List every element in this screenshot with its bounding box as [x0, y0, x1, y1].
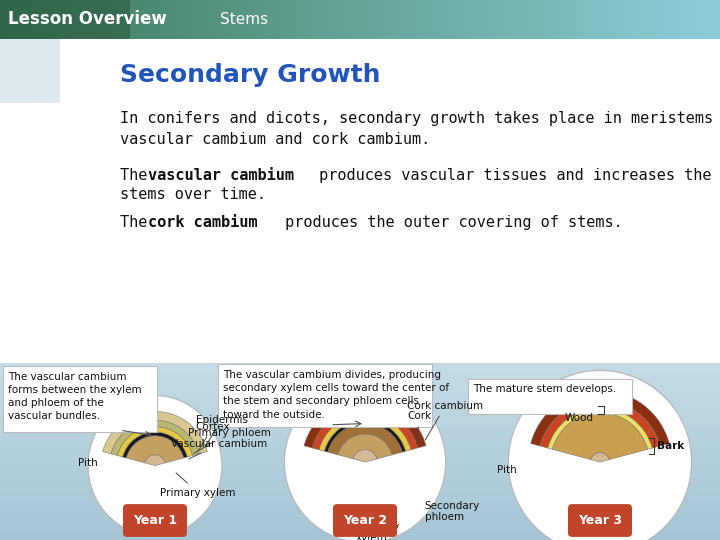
Text: produces the outer covering of stems.: produces the outer covering of stems. — [276, 215, 623, 230]
Text: Stems: Stems — [220, 12, 268, 27]
FancyBboxPatch shape — [218, 364, 432, 427]
Text: The: The — [120, 168, 156, 183]
Text: The vascular cambium
forms between the xylem
and phloem of the
vascular bundles.: The vascular cambium forms between the x… — [8, 372, 142, 421]
Text: Vascular cambium: Vascular cambium — [171, 439, 268, 459]
Text: produces vascular tissues and increases the thickness of: produces vascular tissues and increases … — [310, 168, 720, 183]
Wedge shape — [552, 413, 648, 460]
Text: The vascular cambium divides, producing
secondary xylem cells toward the center : The vascular cambium divides, producing … — [223, 370, 449, 420]
Wedge shape — [324, 420, 405, 452]
Ellipse shape — [508, 370, 692, 540]
Wedge shape — [312, 407, 418, 450]
Wedge shape — [304, 399, 426, 448]
Text: Primary xylem: Primary xylem — [161, 473, 236, 498]
Text: Pith: Pith — [497, 465, 516, 475]
Wedge shape — [540, 400, 660, 448]
Text: Epidermis: Epidermis — [196, 415, 248, 447]
Wedge shape — [328, 423, 402, 455]
FancyBboxPatch shape — [568, 504, 632, 537]
Text: Primary phloem: Primary phloem — [187, 428, 271, 454]
Text: Secondary
xylem: Secondary xylem — [344, 522, 400, 540]
Wedge shape — [126, 436, 184, 463]
FancyBboxPatch shape — [333, 504, 397, 537]
Wedge shape — [591, 453, 609, 462]
FancyBboxPatch shape — [123, 504, 187, 537]
Text: The: The — [120, 215, 156, 230]
Wedge shape — [111, 420, 199, 456]
Wedge shape — [122, 432, 187, 458]
Text: cork cambium: cork cambium — [148, 215, 258, 230]
Wedge shape — [103, 411, 207, 454]
Wedge shape — [117, 427, 193, 457]
Text: Cortex: Cortex — [196, 422, 230, 450]
Wedge shape — [319, 414, 411, 451]
Text: Secondary Growth: Secondary Growth — [120, 63, 380, 87]
FancyBboxPatch shape — [0, 39, 60, 103]
Wedge shape — [338, 434, 392, 459]
Text: Wood: Wood — [564, 413, 593, 423]
FancyBboxPatch shape — [3, 366, 157, 432]
Text: Year 3: Year 3 — [578, 514, 622, 527]
Bar — [0, 0, 130, 39]
Wedge shape — [353, 449, 377, 462]
Wedge shape — [531, 390, 670, 446]
Ellipse shape — [284, 381, 446, 540]
Text: Year 2: Year 2 — [343, 514, 387, 527]
Ellipse shape — [88, 395, 222, 536]
FancyBboxPatch shape — [468, 379, 632, 415]
Text: Cork cambium: Cork cambium — [407, 401, 483, 440]
Text: Bark: Bark — [657, 441, 685, 451]
Text: Secondary
phloem: Secondary phloem — [425, 501, 480, 522]
Wedge shape — [548, 408, 652, 449]
Wedge shape — [145, 455, 166, 465]
Text: stems over time.: stems over time. — [120, 187, 266, 202]
Text: vascular cambium: vascular cambium — [148, 168, 294, 183]
Text: The mature stem develops.: The mature stem develops. — [473, 384, 616, 394]
Text: Cork: Cork — [407, 411, 431, 444]
Text: In conifers and dicots, secondary growth takes place in meristems called the
vas: In conifers and dicots, secondary growth… — [120, 111, 720, 147]
Text: Year 1: Year 1 — [133, 514, 177, 527]
Text: Pith: Pith — [78, 458, 98, 468]
Text: Lesson Overview: Lesson Overview — [8, 10, 167, 29]
